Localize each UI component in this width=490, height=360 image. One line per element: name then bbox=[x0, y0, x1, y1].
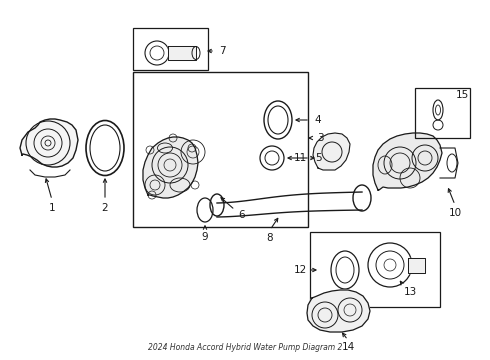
Text: 15: 15 bbox=[455, 90, 468, 100]
Text: 10: 10 bbox=[448, 208, 462, 218]
Polygon shape bbox=[307, 290, 370, 332]
Polygon shape bbox=[373, 133, 442, 190]
Polygon shape bbox=[168, 46, 196, 60]
Text: 2024 Honda Accord Hybrid Water Pump Diagram 2: 2024 Honda Accord Hybrid Water Pump Diag… bbox=[148, 343, 342, 352]
Bar bbox=[133, 28, 208, 70]
Polygon shape bbox=[143, 137, 198, 198]
Text: 12: 12 bbox=[294, 265, 307, 275]
Bar bbox=[415, 88, 470, 138]
Text: 1: 1 bbox=[49, 203, 55, 213]
Text: 4: 4 bbox=[315, 115, 321, 125]
Text: 2: 2 bbox=[102, 203, 108, 213]
Bar bbox=[133, 72, 308, 227]
Polygon shape bbox=[408, 258, 425, 273]
Polygon shape bbox=[313, 133, 350, 170]
Text: 11: 11 bbox=[294, 153, 307, 163]
Text: 6: 6 bbox=[239, 210, 245, 220]
Text: 14: 14 bbox=[342, 342, 355, 352]
Text: 13: 13 bbox=[403, 287, 416, 297]
Polygon shape bbox=[20, 119, 78, 167]
Text: 5: 5 bbox=[315, 153, 321, 163]
Text: 9: 9 bbox=[202, 232, 208, 242]
Text: 7: 7 bbox=[219, 46, 225, 56]
Text: 3: 3 bbox=[317, 133, 323, 143]
Text: 8: 8 bbox=[267, 233, 273, 243]
Bar bbox=[310, 232, 440, 307]
